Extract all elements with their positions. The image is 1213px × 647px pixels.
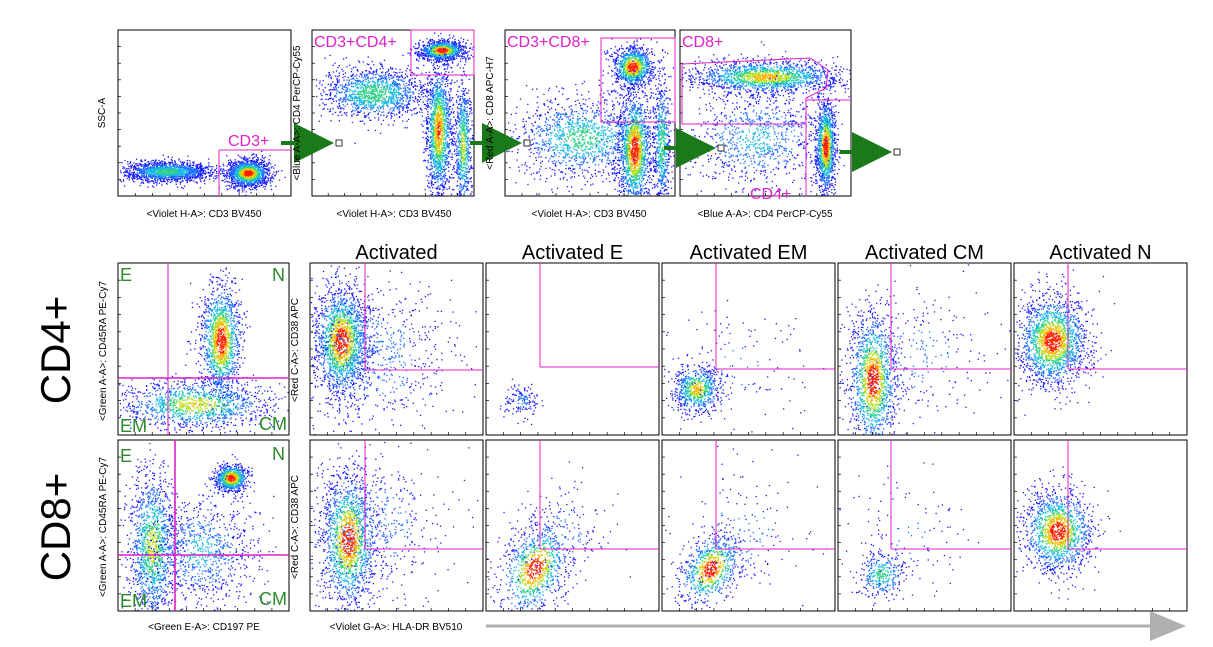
scatter-act-cd8-4-0: [1016, 467, 1121, 600]
column-title-4: Activated CM: [865, 242, 984, 264]
act-ylabel-cd8: <Red C-A>: CD38 APC: [290, 475, 301, 579]
row-label-cd4: CD4+: [32, 296, 79, 405]
row-label-cd8: CD8+: [32, 473, 79, 582]
scatter-g3-col2: [649, 42, 675, 197]
activation-panel-cd4-5-ticks: [1014, 280, 1170, 435]
gate-label-cd4: CD4+: [750, 186, 791, 203]
scatter-act-cd8-3-0: [846, 534, 915, 604]
scatter-g4-cd8: [682, 44, 852, 106]
activation-panel-cd4-3: [662, 263, 835, 435]
quadrant-label-cd8-br: CM: [259, 589, 287, 609]
quadrant-label-cd8-tl: E: [120, 446, 132, 466]
scatter-act-cd4-1-0: [500, 379, 544, 425]
quadrant-label-cd8-tr: N: [272, 444, 285, 464]
gate-label-cd3cd8: CD3+CD8+: [507, 34, 590, 51]
scatter-g2-cd4: [407, 35, 474, 67]
pheno-ylabel-cd8: <Green A-A>: CD45RA PE-Cy7: [98, 457, 109, 598]
scatter-act-cd4-2-0: [664, 348, 735, 430]
gating-arrow-3: [664, 145, 724, 151]
phenotype-panel-1: [118, 263, 289, 435]
pheno-xlabel: <Green E-A>: CD197 PE: [148, 622, 260, 633]
scatter-act-cd8-2-0: [667, 511, 764, 610]
activation-panel-cd8-3-ticks: [662, 457, 818, 611]
quadrant-label-cd4-br: CM: [259, 414, 287, 434]
activation-panel-cd8-3: [662, 440, 835, 611]
scatter-g1-cd3-neg: [120, 155, 240, 190]
quadrant-label-cd4-tr: N: [272, 265, 285, 285]
activation-panel-cd4-2: [486, 263, 659, 435]
activation-panel-cd8-2-ticks: [486, 457, 642, 611]
activation-panel-cd8-4-ticks: [838, 457, 994, 611]
quadrant-label-cd4-bl: EM: [120, 416, 147, 436]
gate-label-cd8: CD8+: [682, 34, 723, 51]
scatter-act-cd8-0-0: [311, 443, 393, 611]
scatter-act-cd4-0-1: [311, 270, 477, 435]
scatter-g3-mid: [506, 81, 674, 195]
quadrant-label-cd4-tl: E: [120, 265, 132, 285]
activation-panel-cd8-1: [310, 440, 483, 611]
column-title-3: Activated EM: [690, 242, 808, 264]
scatter-act-cd4-2-1: [666, 300, 824, 433]
activation-panel-cd8-2: [486, 440, 659, 611]
phenotype-panel-2: [118, 440, 289, 611]
scatter-act-cd4-3-0: [840, 284, 913, 435]
column-title-1: Activated: [355, 242, 437, 264]
gating-xlabel-2: <Violet H-A>: CD3 BV450: [337, 209, 452, 220]
phenotype-panel-1-ticks: [118, 280, 272, 435]
scatter-g2-col2: [451, 47, 475, 196]
dot-layer: [119, 33, 1121, 612]
activation-panel-cd4-2-ticks: [486, 280, 642, 435]
gate-label-cd3cd4: CD3+CD4+: [314, 34, 397, 51]
gating-ylabel-2: <Blue A-A>: CD4 PerCP-Cy55: [292, 45, 303, 180]
gating-xlabel-4: <Blue A-A>: CD4 PerCP-Cy55: [697, 209, 832, 220]
column-title-2: Activated E: [522, 242, 623, 264]
activation-panel-cd8-5: [1014, 440, 1187, 611]
activation-panel-cd8-5-ticks: [1014, 457, 1170, 611]
act-xlabel: <Violet G-A>: HLA-DR BV510: [330, 622, 463, 633]
act-ylabel-cd4: <Red C-A>: CD38 APC: [290, 298, 301, 402]
scatter-pheno-cd8-n: [208, 454, 255, 499]
gating-xlabel-3: <Violet H-A>: CD3 BV450: [532, 209, 647, 220]
column-title-5: Activated N: [1049, 242, 1151, 264]
gate-label-cd3: CD3+: [228, 133, 269, 150]
scatter-act-cd8-2-1: [665, 446, 827, 609]
pheno-ylabel-cd4: <Green A-A>: CD45RA PE-Cy7: [98, 281, 109, 422]
text-layer: CD3+ CD3+CD4+ CD3+CD8+ CD8+ CD4+ <Violet H-A>…: [32, 34, 1152, 633]
gating-ylabel-3: <Red A-A>: CD8 APC-H7: [485, 56, 496, 170]
scatter-act-cd4-0-0: [311, 265, 386, 432]
activation-panel-cd4-3-ticks: [662, 280, 818, 435]
gating-xlabel-1: <Violet H-A>: CD3 BV450: [147, 209, 262, 220]
gating-ylabel-1: SSC-A: [97, 97, 108, 128]
scatter-pheno-cd8-e: [121, 443, 193, 611]
scatter-act-cd8-3-1: [839, 462, 979, 606]
scatter-act-cd8-1-0: [487, 497, 594, 611]
activation-panel-cd8-4: [838, 440, 1011, 611]
activation-panel-cd4-1-ticks: [310, 280, 466, 435]
gating-arrow-2: [470, 140, 530, 146]
gating-arrow-4: [840, 149, 900, 155]
quadrant-label-cd8-bl: EM: [120, 591, 147, 611]
scatter-act-cd4-4-0: [1015, 266, 1115, 416]
scatter-act-cd8-0-1: [311, 442, 478, 609]
